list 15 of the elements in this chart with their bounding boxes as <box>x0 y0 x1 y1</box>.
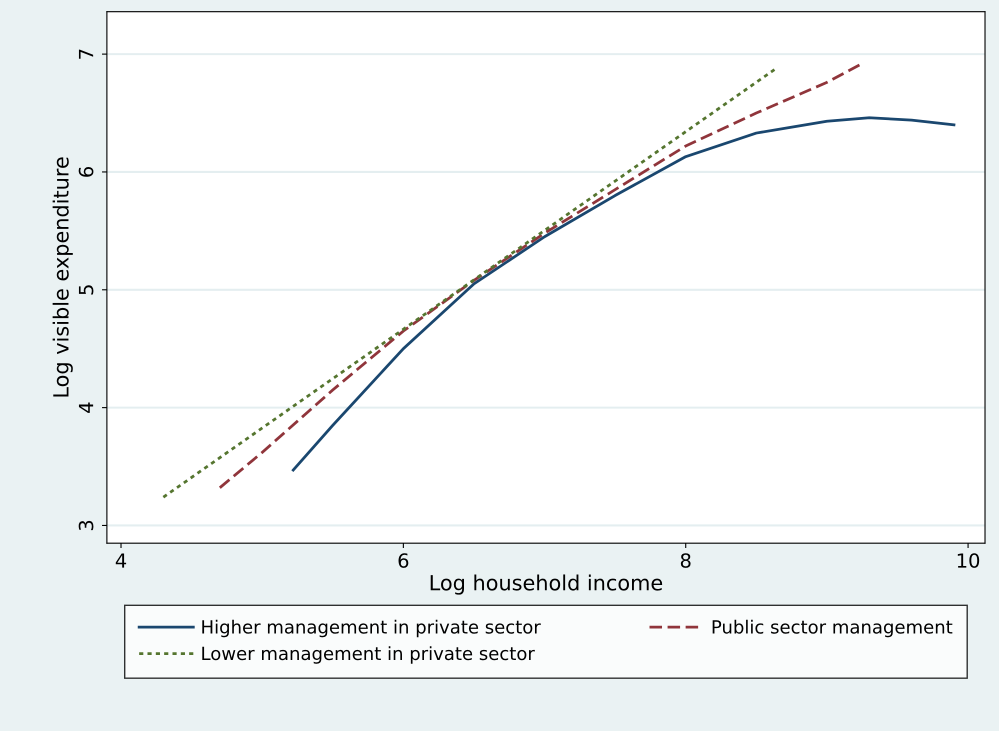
legend-label: Public sector management <box>712 620 952 638</box>
y-tick-label: 6 <box>78 166 94 177</box>
y-tick-label: 4 <box>78 402 94 413</box>
x-tick-label: 4 <box>116 553 126 568</box>
x-tick-label: 6 <box>398 553 408 568</box>
legend-label: Higher management in private sector <box>202 620 541 638</box>
y-tick-label: 7 <box>78 50 94 59</box>
y-tick-label: 3 <box>78 520 94 530</box>
x-axis-title: Log household income <box>430 574 662 595</box>
legend-label: Lower management in private sector <box>202 646 535 664</box>
y-axis-title: Log visible expenditure <box>52 157 73 397</box>
line-series <box>292 116 956 472</box>
x-tick-label: 8 <box>680 553 691 568</box>
x-tick-label: 10 <box>958 553 980 568</box>
y-tick-label: 5 <box>78 285 94 294</box>
